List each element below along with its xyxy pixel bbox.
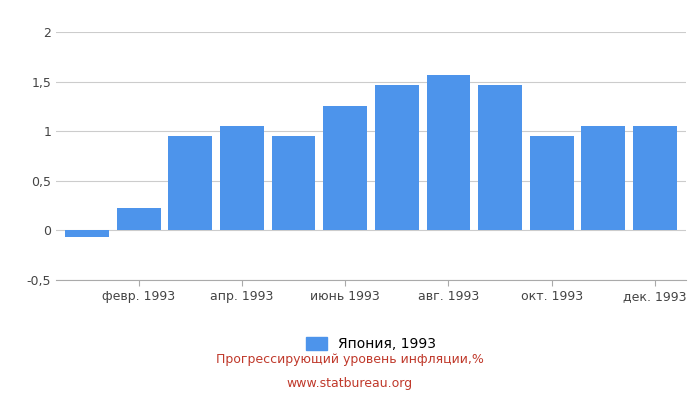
Bar <box>530 136 574 230</box>
Bar <box>323 106 367 230</box>
Legend: Япония, 1993: Япония, 1993 <box>300 332 442 357</box>
Bar <box>168 136 212 230</box>
Bar <box>117 208 160 230</box>
Bar <box>633 126 677 230</box>
Bar <box>272 136 316 230</box>
Bar <box>220 126 264 230</box>
Bar <box>375 84 419 230</box>
Bar <box>426 75 470 230</box>
Bar <box>582 126 625 230</box>
Bar <box>65 230 109 237</box>
Text: www.statbureau.org: www.statbureau.org <box>287 378 413 390</box>
Text: Прогрессирующий уровень инфляции,%: Прогрессирующий уровень инфляции,% <box>216 354 484 366</box>
Bar <box>478 84 522 230</box>
